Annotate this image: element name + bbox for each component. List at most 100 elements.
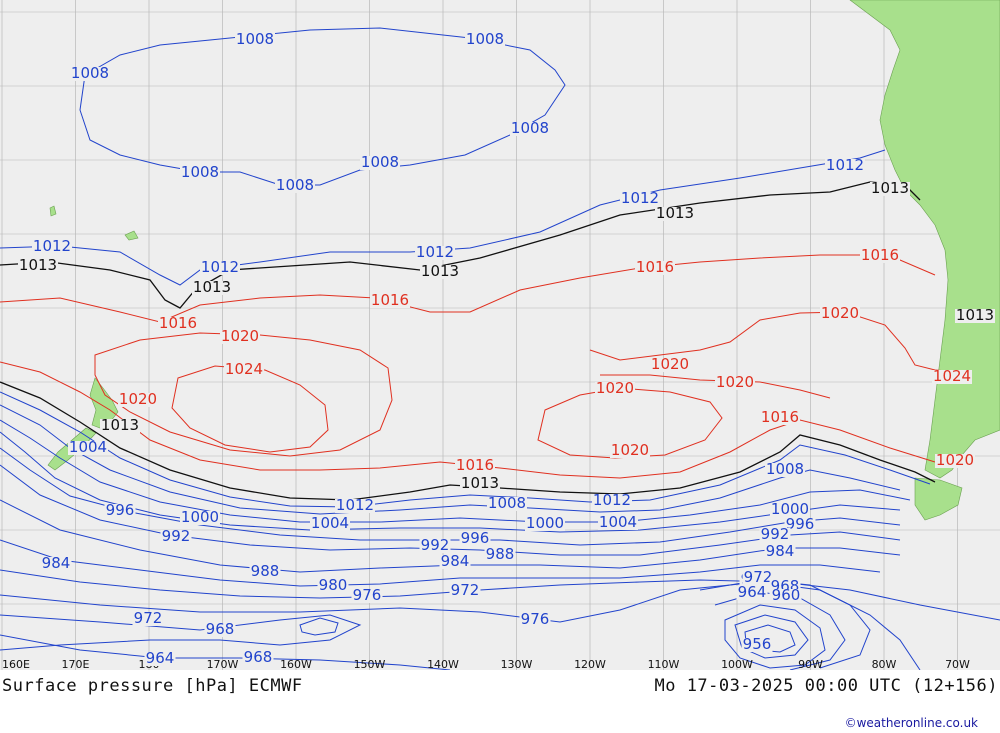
isobar-label-1016: 1016 — [636, 258, 674, 276]
isobar-label-996: 996 — [786, 515, 815, 533]
small-island-2 — [49, 205, 57, 217]
isobar-label-background — [439, 555, 471, 569]
isobar-label-background — [955, 309, 995, 323]
isobar-label-background — [70, 67, 110, 81]
isobar-label-background — [104, 504, 136, 518]
isobar-label-background — [18, 259, 58, 273]
isobar-label-1016: 1016 — [371, 291, 409, 309]
isobar-label-1008: 1008 — [766, 460, 804, 478]
isobar-label-background — [335, 499, 375, 513]
isobar-label-968: 968 — [206, 620, 235, 638]
isobar-1012 — [0, 149, 886, 286]
isobar-label-background — [242, 651, 274, 665]
isobar-labels: 1008 1008 1008 1008 1008 1008 1008 1012 1012 1012… — [18, 30, 995, 667]
longitude-tick-label: 110W — [648, 658, 680, 670]
longitude-tick-label: 150W — [354, 658, 386, 670]
isobar-label-960: 960 — [772, 586, 801, 604]
isobar-label-background — [519, 613, 551, 627]
isobar-label-1008: 1008 — [236, 30, 274, 48]
isobar-label-1024: 1024 — [225, 360, 263, 378]
isobar-label-background — [655, 207, 695, 221]
isobar-label-background — [820, 307, 860, 321]
isobar-label-1000: 1000 — [181, 508, 219, 526]
isobar-label-background — [487, 497, 527, 511]
land-areas — [47, 0, 1000, 521]
isobar-label-980: 980 — [319, 576, 348, 594]
isobar-label-background — [610, 444, 650, 458]
isobar-label-background — [118, 393, 158, 407]
isobar-label-1004: 1004 — [69, 438, 107, 456]
isobar-label-1020: 1020 — [651, 355, 689, 373]
isobar-1000 — [0, 431, 901, 533]
isobar-label-background — [736, 586, 768, 600]
longitude-tick-label: 120W — [574, 658, 606, 670]
isobar-label-1013: 1013 — [19, 256, 57, 274]
isobar-980 — [0, 569, 1000, 621]
isobar-label-background — [40, 557, 72, 571]
small-island-1 — [124, 230, 139, 241]
isobar-label-992: 992 — [761, 525, 790, 543]
isobar-label-964: 964 — [146, 649, 175, 667]
isobar-label-background — [459, 532, 491, 546]
isobar-label-background — [764, 545, 796, 559]
isobar-label-background — [465, 33, 505, 47]
isobar-label-background — [200, 261, 240, 275]
isobar-label-1000: 1000 — [771, 500, 809, 518]
isobar-label-972: 972 — [744, 568, 773, 586]
isobar-label-1008: 1008 — [276, 176, 314, 194]
isobar-label-1013: 1013 — [461, 474, 499, 492]
isobar-label-background — [770, 589, 802, 603]
isobar-label-background — [595, 382, 635, 396]
isobar-label-background — [460, 477, 500, 491]
isobar-968 — [0, 634, 451, 670]
isobar-label-background — [224, 363, 264, 377]
isobar-label-background — [760, 411, 800, 425]
isobar-label-1008: 1008 — [466, 30, 504, 48]
isobar-label-972: 972 — [451, 581, 480, 599]
isobar-label-988: 988 — [251, 562, 280, 580]
isobar-label-1012: 1012 — [416, 243, 454, 261]
isobar-label-1020: 1020 — [221, 327, 259, 345]
map-valid-time: Mo 17-03-2025 00:00 UTC (12+156) — [654, 676, 998, 696]
ocean-background — [0, 0, 1000, 670]
isobar-label-1020: 1020 — [611, 441, 649, 459]
isobar-label-background — [420, 265, 460, 279]
isobar-label-992: 992 — [421, 536, 450, 554]
longitude-tick-label: 90W — [798, 658, 823, 670]
credit-link[interactable]: ©weatheronline.co.uk — [844, 716, 978, 730]
isobar-label-1013: 1013 — [871, 179, 909, 197]
isobar-label-background — [220, 330, 260, 344]
isobar-label-972: 972 — [134, 609, 163, 627]
isobar-label-1016: 1016 — [861, 246, 899, 264]
isobar-label-background — [510, 122, 550, 136]
longitude-tick-label: 130W — [501, 658, 533, 670]
longitude-tick-label: 170W — [207, 658, 239, 670]
isobar-label-968: 968 — [244, 648, 273, 666]
isobar-1004 — [0, 419, 911, 523]
isobar-label-background — [650, 358, 690, 372]
isobar-label-1013: 1013 — [193, 278, 231, 296]
isobar-label-1000: 1000 — [526, 514, 564, 532]
isobar-label-background — [415, 246, 455, 260]
isobar-label-background — [759, 528, 791, 542]
isobar-label-956: 956 — [743, 635, 772, 653]
isobar-label-1004: 1004 — [599, 513, 637, 531]
isobar-small-low — [299, 617, 339, 636]
isobar-label-background — [870, 182, 910, 196]
isobar-label-background — [235, 33, 275, 47]
isobar-label-background — [932, 370, 972, 384]
isobar-label-1012: 1012 — [621, 189, 659, 207]
isobar-label-background — [860, 249, 900, 263]
isobar-label-1024: 1024 — [933, 367, 971, 385]
isobar-label-1020: 1020 — [119, 390, 157, 408]
isobar-label-1020: 1020 — [936, 451, 974, 469]
isobar-label-background — [419, 539, 451, 553]
longitude-tick-label: 170E — [62, 658, 90, 670]
isobar-label-background — [715, 376, 755, 390]
isobar-label-1012: 1012 — [593, 491, 631, 509]
isobar-label-1013: 1013 — [956, 306, 994, 324]
isobar-1012-south — [0, 391, 931, 508]
isobar-label-976: 976 — [353, 586, 382, 604]
isobar-label-background — [310, 517, 350, 531]
map-title: Surface pressure [hPa] ECMWF — [2, 676, 303, 696]
